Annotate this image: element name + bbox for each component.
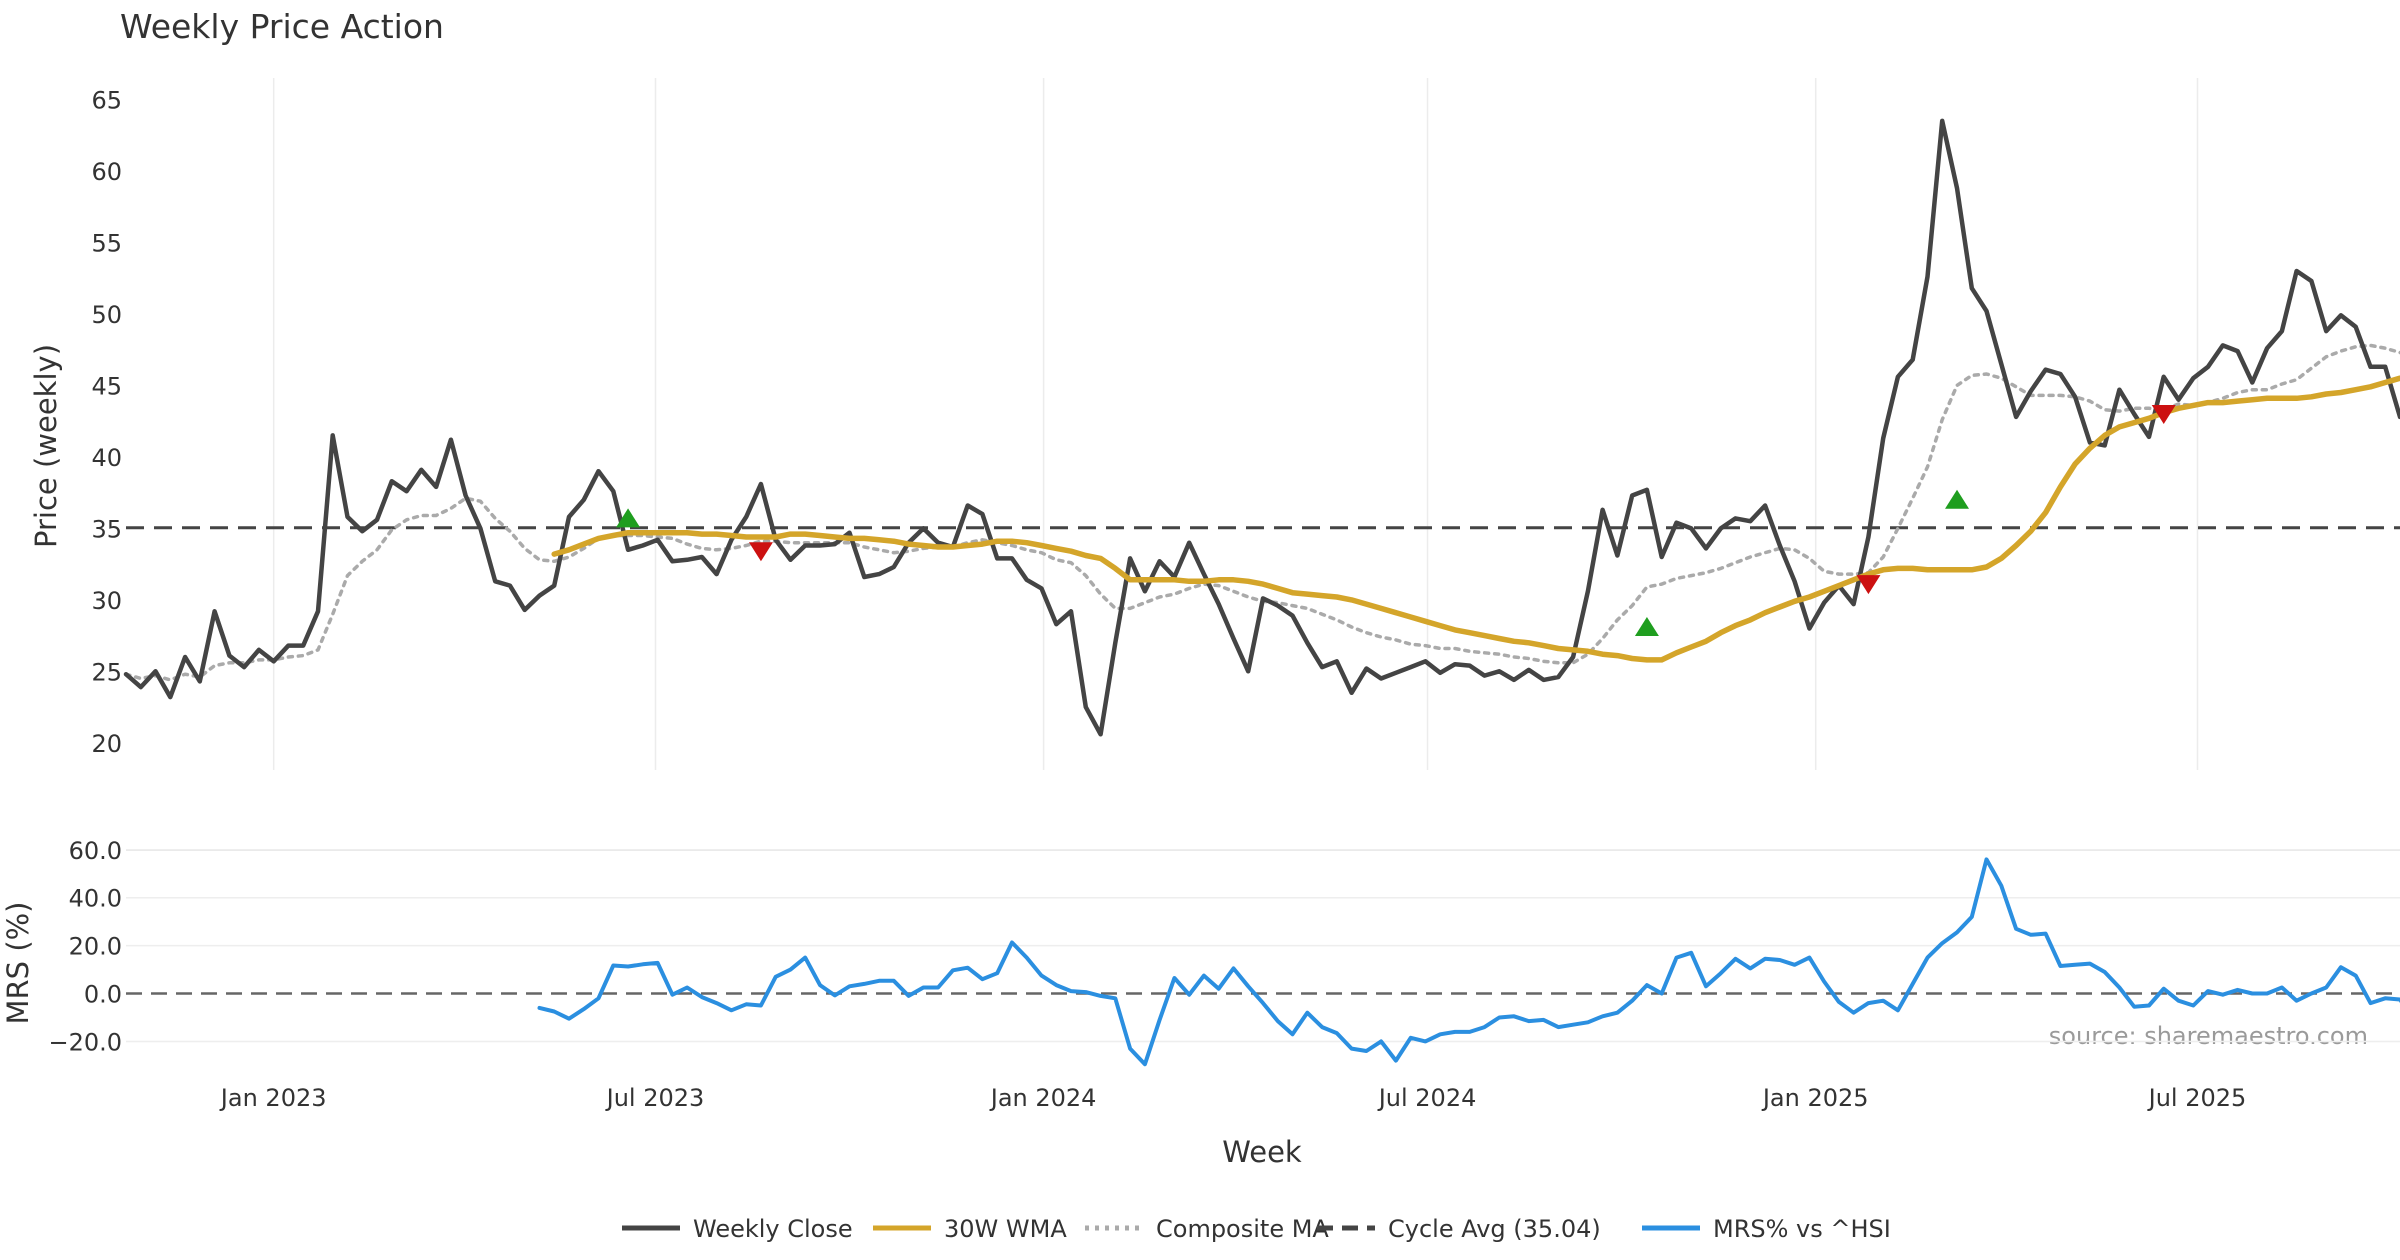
x-tick-label: Jul 2023 [605,1084,705,1112]
mrs-y-tick-label: 40.0 [69,885,122,913]
buy-signal-marker [1945,489,1970,509]
legend: Weekly Close 30W WMA Composite MA Cycle Avg… [622,1215,1891,1243]
price-y-tick-label: 65 [91,86,122,114]
price-y-axis-label: Price (weekly) [29,344,63,548]
x-tick-label: Jul 2025 [2147,1084,2247,1112]
sell-signal-marker [748,542,773,562]
series-layer [123,118,2400,1067]
mrs-y-tick-label: −20.0 [48,1028,122,1056]
chart-title: Weekly Price Action [120,7,444,46]
weekly-close-line [123,118,2400,737]
signal-marker-layer [616,404,2176,637]
mrs-line [537,857,2400,1067]
price-y-tick-label: 55 [91,229,122,257]
legend-label-1: 30W WMA [944,1215,1067,1243]
price-y-tick-label: 60 [91,158,122,186]
x-tick-label: Jan 2025 [1761,1084,1869,1112]
price-y-tick-label: 35 [91,515,122,543]
mrs-y-tick-label: 0.0 [84,981,122,1009]
price-y-tick-label: 45 [91,372,122,400]
axis-tick-layer: Jan 2023 Jul 2023 Jan 2024 Jul 2024 Jan 2025… [48,86,2246,1112]
legend-label-2: Composite MA [1156,1215,1329,1243]
price-y-tick-label: 30 [91,587,122,615]
buy-signal-marker [616,508,641,528]
x-tick-label: Jan 2023 [219,1084,327,1112]
x-tick-label: Jul 2024 [1377,1084,1477,1112]
source-note: source: sharemaestro.com [2049,1022,2368,1050]
legend-label-3: Cycle Avg (35.04) [1388,1215,1601,1243]
sell-signal-marker [2151,404,2176,424]
price-y-tick-label: 40 [91,444,122,472]
legend-label-4: MRS% vs ^HSI [1713,1215,1891,1243]
buy-signal-marker [1634,617,1659,637]
x-axis-label: Week [1222,1135,1302,1169]
legend-label-0: Weekly Close [693,1215,853,1243]
mrs-y-tick-label: 20.0 [69,933,122,961]
mrs-y-tick-label: 60.0 [69,837,122,865]
price-y-tick-label: 20 [91,730,122,758]
composite-ma-line [124,343,2400,682]
grid-layer [126,78,2400,1043]
mrs-y-axis-label: MRS (%) [1,902,35,1025]
sell-signal-marker [1856,575,1881,595]
wma-30w-line [551,375,2400,663]
price-y-tick-label: 50 [91,301,122,329]
price-y-tick-label: 25 [91,658,122,686]
x-tick-label: Jan 2024 [989,1084,1097,1112]
